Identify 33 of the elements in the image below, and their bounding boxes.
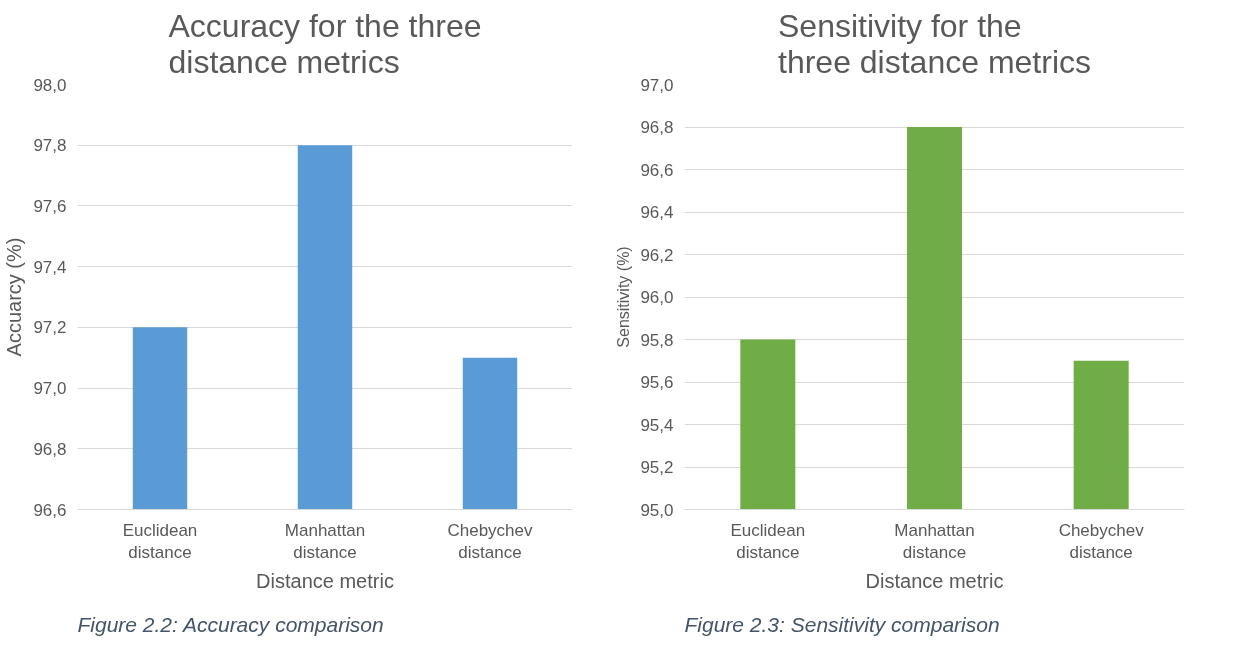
y-tick-label: 97,0	[33, 379, 67, 399]
y-tick-label: 95,8	[640, 330, 674, 350]
y-tick-label: 96,8	[640, 118, 674, 137]
y-tick-label: 95,4	[640, 415, 674, 435]
y-tick-label: 97,0	[640, 75, 674, 95]
y-tick-label: 95,2	[640, 458, 674, 477]
x-tick-label: Euclidean distance	[122, 520, 198, 563]
y-tick-label: 96,6	[640, 160, 674, 180]
chart-title: Accuracy for the three distance metrics	[168, 7, 482, 80]
y-tick-label: 95,0	[640, 500, 674, 520]
x-tick-label: Chebychev distance	[447, 520, 534, 563]
y-tick-label: 95,6	[640, 373, 674, 392]
caption: Figure 2.2: Accuracy comparison	[77, 612, 384, 636]
y-tick-label: 96,0	[640, 288, 674, 307]
x-tick-label: Euclidean distance	[730, 520, 806, 563]
caption: Figure 2.3: Sensitivity comparison	[684, 612, 1000, 636]
x-axis-title: Distance metric	[865, 570, 1004, 593]
y-tick-label: 97,2	[33, 318, 67, 338]
x-axis-title: Distance metric	[256, 570, 394, 593]
y-tick-label: 97,8	[33, 136, 67, 156]
y-tick-label: 96,4	[640, 203, 674, 222]
y-tick-label: 96,2	[640, 245, 674, 265]
chart-title: Sensitivity for the three distance metrics	[777, 7, 1092, 80]
y-tick-label: 96,6	[33, 500, 67, 520]
y-tick-label: 97,4	[33, 257, 67, 277]
y-axis-title: Accuarcy (%)	[3, 237, 26, 357]
x-tick-label: Manhattan distance	[284, 520, 366, 563]
x-tick-label: Chebychev distance	[1058, 520, 1145, 563]
x-tick-label: Manhattan distance	[894, 520, 975, 563]
y-tick-label: 96,8	[33, 439, 67, 459]
y-tick-label: 97,6	[33, 196, 67, 216]
y-tick-label: 98,0	[33, 75, 67, 95]
y-axis-title: Sensitivity (%)	[615, 246, 633, 348]
